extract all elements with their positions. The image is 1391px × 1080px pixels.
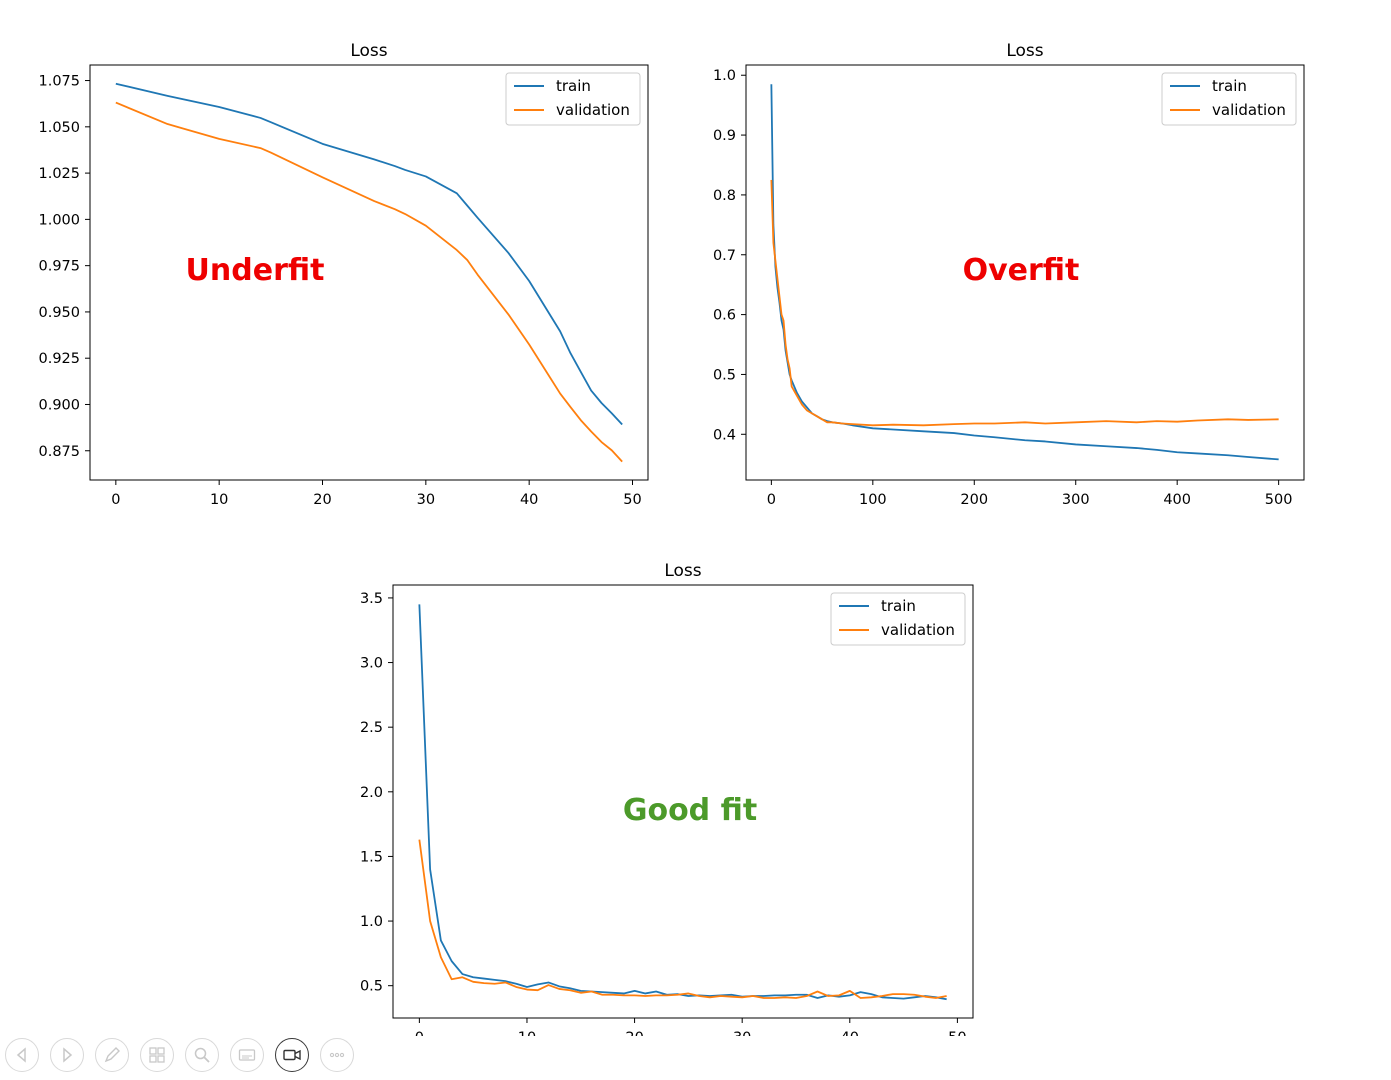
camera-button[interactable] bbox=[275, 1038, 309, 1072]
y-tick-label: 2.0 bbox=[360, 785, 383, 801]
x-tick-label: 200 bbox=[960, 492, 988, 508]
series-line-validation bbox=[115, 101, 623, 463]
plot-frame bbox=[745, 64, 1305, 481]
more-options-icon bbox=[329, 1052, 345, 1058]
y-tick-label: 0.900 bbox=[38, 397, 80, 413]
series-line-train bbox=[115, 82, 623, 426]
previous-button[interactable] bbox=[5, 1038, 39, 1072]
loss-chart-3: Loss 0 10 20 30 40 50 0.5 1.0 1.5 2.0 2.5 3.0 3.5 trai… bbox=[360, 561, 974, 1036]
legend: train validation bbox=[1161, 72, 1297, 126]
x-tick-label: 0 bbox=[767, 492, 776, 508]
y-tick-label: 1.0 bbox=[360, 914, 383, 930]
chart-title: Loss bbox=[350, 41, 387, 61]
y-tick-label: 0.975 bbox=[38, 259, 80, 275]
series-line-validation bbox=[418, 839, 947, 999]
y-tick-label: 1.000 bbox=[38, 212, 80, 228]
slideshow-toolbar bbox=[5, 1038, 354, 1074]
subtitles-icon bbox=[238, 1049, 256, 1061]
x-tick-label: 10 bbox=[210, 492, 228, 508]
x-tick-label: 100 bbox=[859, 492, 887, 508]
y-tick-label: 0.5 bbox=[713, 367, 736, 383]
y-tick-label: 0.4 bbox=[713, 427, 736, 443]
y-tick-label: 1.5 bbox=[360, 849, 383, 865]
x-tick-label: 0 bbox=[415, 1030, 424, 1036]
x-tick-label: 40 bbox=[520, 492, 538, 508]
slides-grid-button[interactable] bbox=[140, 1038, 174, 1072]
y-tick-label: 3.5 bbox=[360, 591, 383, 607]
next-button[interactable] bbox=[50, 1038, 84, 1072]
y-tick-label: 0.875 bbox=[38, 444, 80, 460]
x-tick-label: 50 bbox=[948, 1030, 966, 1036]
pen-button[interactable] bbox=[95, 1038, 129, 1072]
legend-label-validation: validation bbox=[556, 101, 630, 119]
y-tick-label: 0.9 bbox=[713, 128, 736, 144]
y-tick-label: 1.075 bbox=[38, 74, 80, 90]
y-tick-label: 0.8 bbox=[713, 188, 736, 204]
x-tick-label: 30 bbox=[417, 492, 435, 508]
y-tick-label: 0.7 bbox=[713, 248, 736, 264]
y-tick-label: 3.0 bbox=[360, 656, 383, 672]
x-tick-label: 0 bbox=[111, 492, 120, 508]
y-tick-label: 0.925 bbox=[38, 351, 80, 367]
slides-grid-icon bbox=[149, 1047, 165, 1063]
legend-label-train: train bbox=[1212, 77, 1247, 95]
loss-chart-1: Loss 0 10 20 30 40 50 0.875 0.900 0.925 0.950 0.975… bbox=[38, 41, 649, 508]
y-tick-label: 1.050 bbox=[38, 120, 80, 136]
x-tick-label: 10 bbox=[518, 1030, 536, 1036]
x-tick-label: 50 bbox=[623, 492, 641, 508]
y-tick-label: 0.950 bbox=[38, 305, 80, 321]
x-tick-label: 400 bbox=[1163, 492, 1191, 508]
x-tick-label: 500 bbox=[1265, 492, 1293, 508]
y-tick-label: 2.5 bbox=[360, 720, 383, 736]
more-options-button[interactable] bbox=[320, 1038, 354, 1072]
legend-label-validation: validation bbox=[881, 621, 955, 639]
y-tick-label: 0.5 bbox=[360, 979, 383, 995]
legend: train validation bbox=[505, 72, 641, 126]
fit-annotation: Good fit bbox=[623, 793, 757, 828]
pen-icon bbox=[104, 1047, 120, 1063]
y-tick-label: 1.025 bbox=[38, 166, 80, 182]
loss-chart-2: Loss 0 100 200 300 400 500 0.4 0.5 0.6 0.7 0.8 0.9 1.… bbox=[713, 41, 1305, 508]
fit-annotation: Overfit bbox=[963, 253, 1080, 288]
legend-label-train: train bbox=[881, 597, 916, 615]
x-tick-label: 40 bbox=[841, 1030, 859, 1036]
plot-frame bbox=[392, 584, 974, 1019]
series-line-validation bbox=[770, 179, 1279, 427]
fit-annotation: Underfit bbox=[186, 253, 325, 288]
zoom-icon bbox=[194, 1047, 210, 1063]
x-tick-label: 30 bbox=[733, 1030, 751, 1036]
legend-label-train: train bbox=[556, 77, 591, 95]
x-tick-label: 20 bbox=[625, 1030, 643, 1036]
y-tick-label: 1.0 bbox=[713, 68, 736, 84]
chart-title: Loss bbox=[1006, 41, 1043, 61]
previous-icon bbox=[16, 1047, 26, 1063]
next-icon bbox=[63, 1047, 73, 1063]
chart-title: Loss bbox=[664, 561, 701, 581]
legend: train validation bbox=[830, 592, 966, 646]
subtitles-button[interactable] bbox=[230, 1038, 264, 1072]
plot-frame bbox=[89, 64, 649, 481]
legend-label-validation: validation bbox=[1212, 101, 1286, 119]
camera-icon bbox=[283, 1049, 301, 1061]
x-tick-label: 300 bbox=[1062, 492, 1090, 508]
zoom-button[interactable] bbox=[185, 1038, 219, 1072]
y-tick-label: 0.6 bbox=[713, 308, 736, 324]
x-tick-label: 20 bbox=[313, 492, 331, 508]
series-line-train bbox=[418, 604, 947, 1001]
